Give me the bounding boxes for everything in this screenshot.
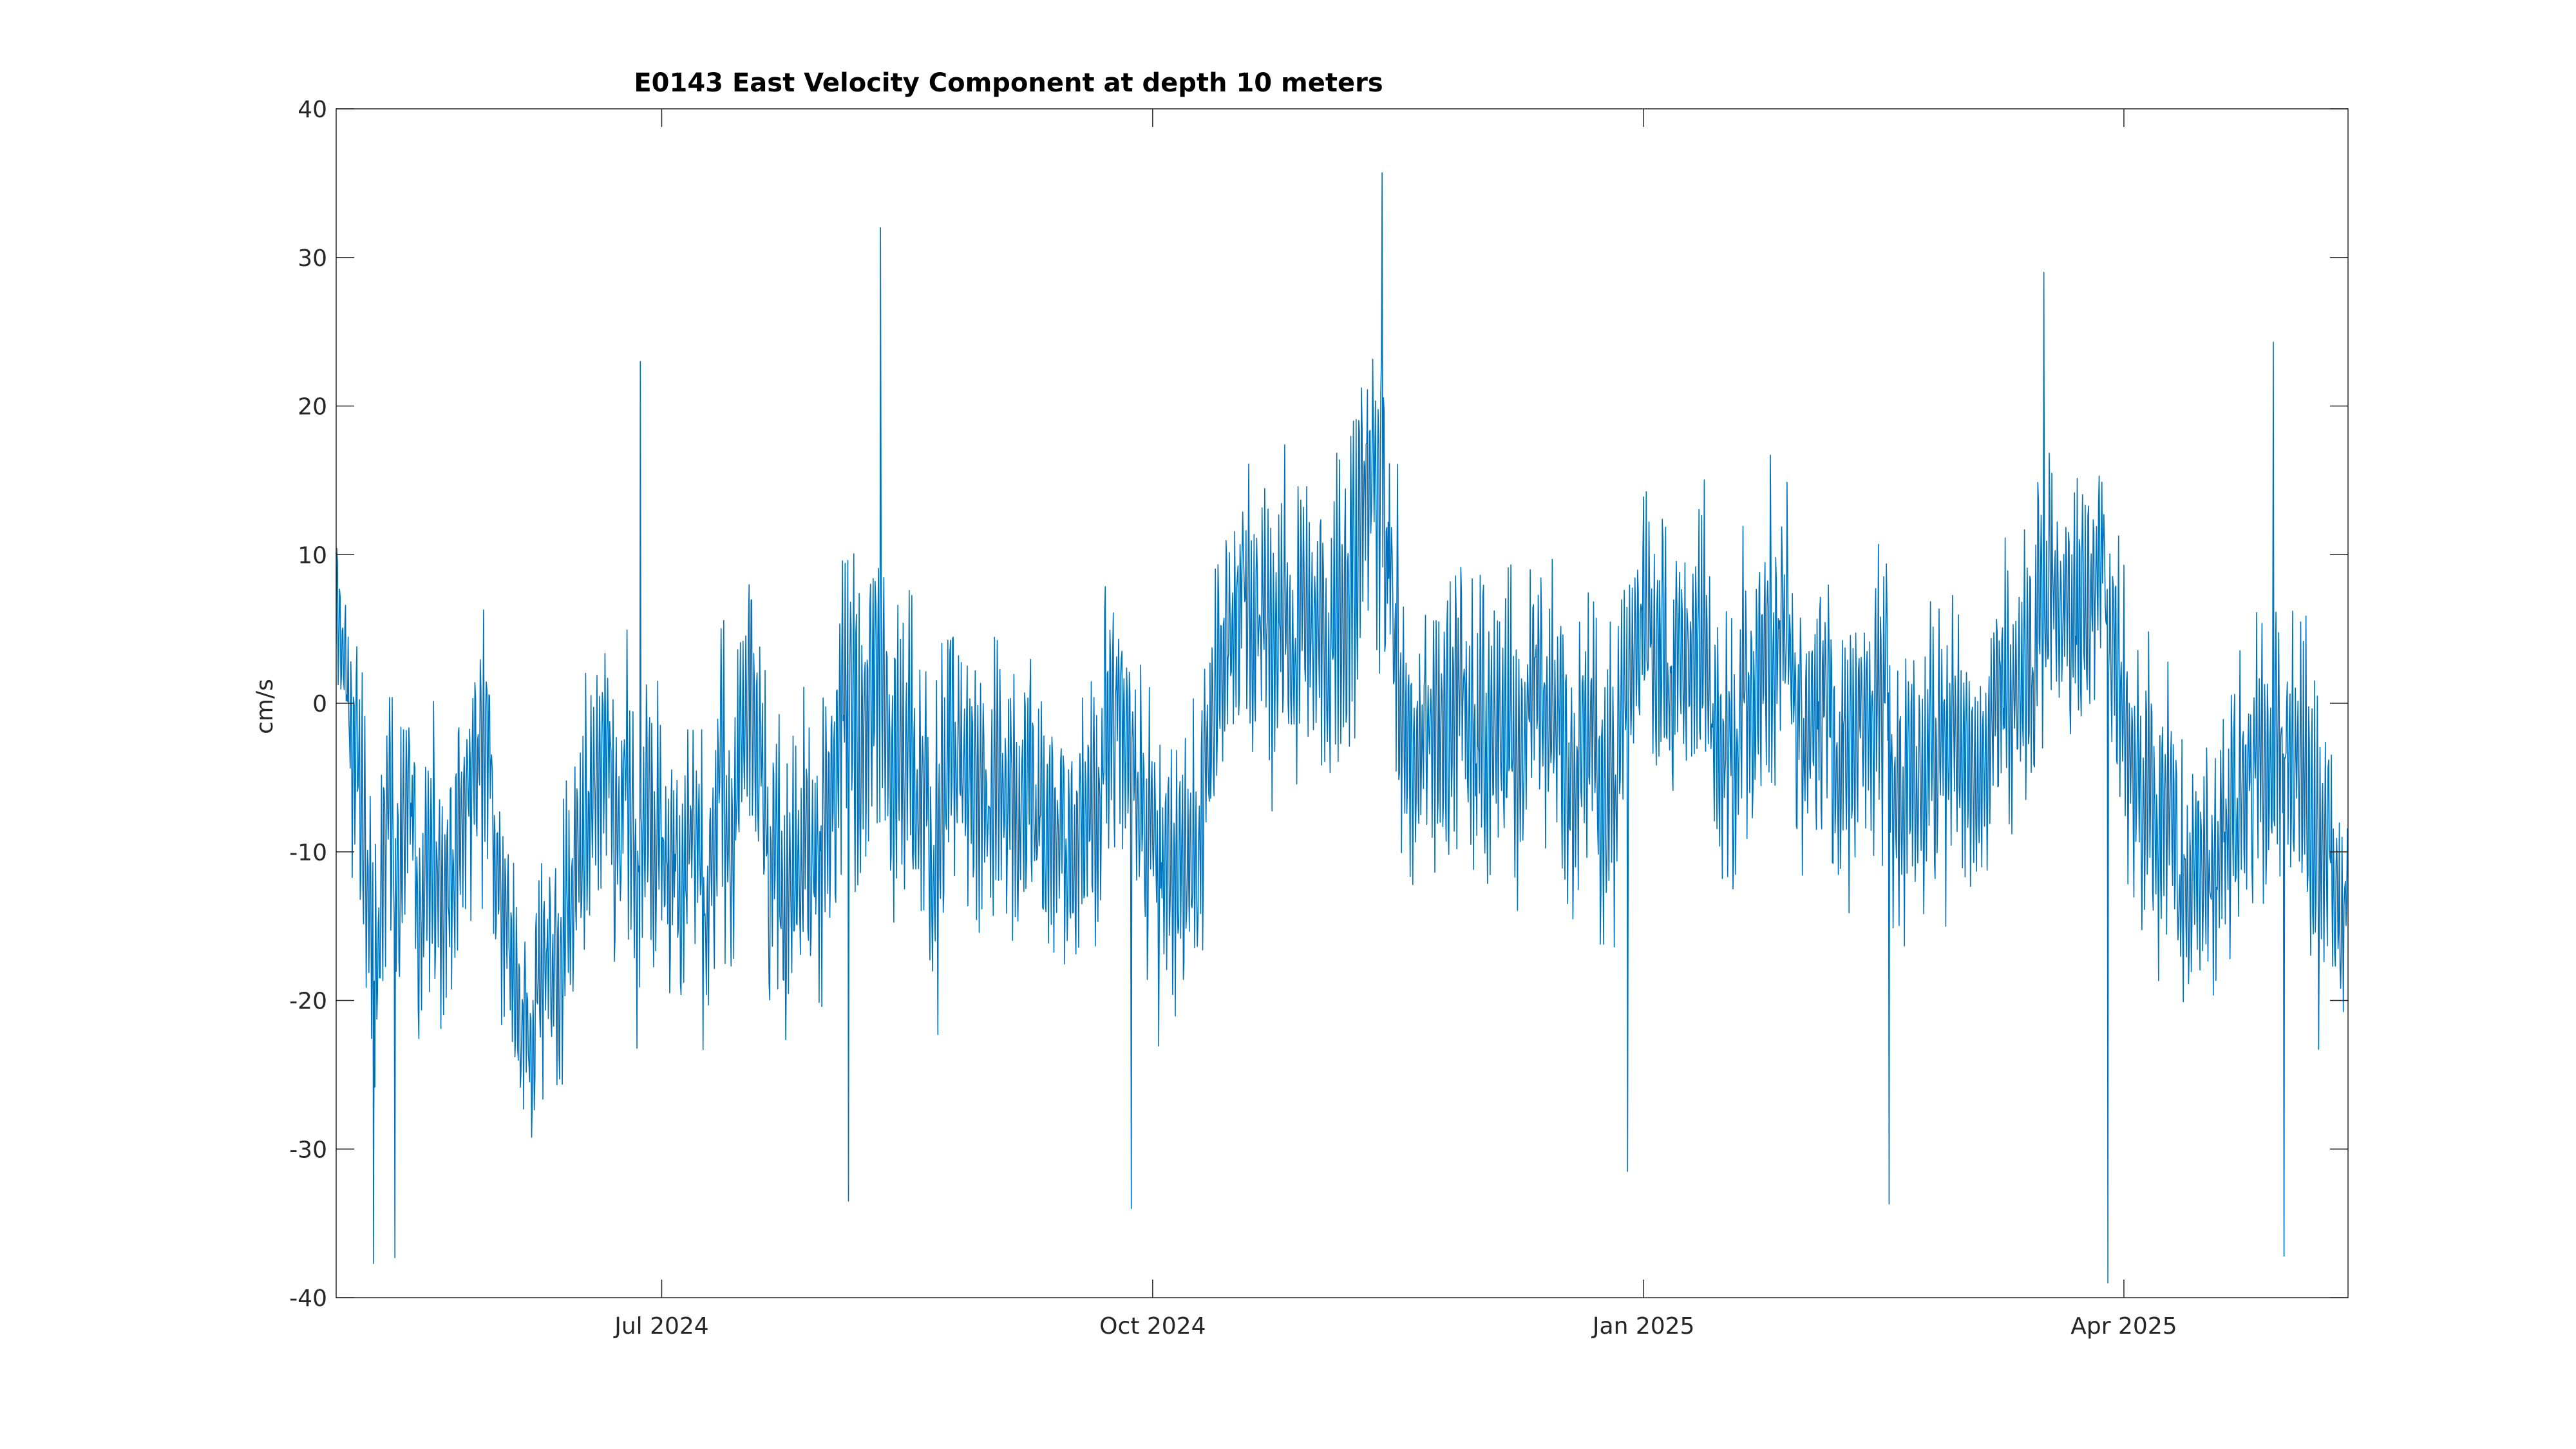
series-line	[336, 172, 2348, 1283]
y-tick-label: -20	[289, 989, 327, 1015]
chart-title: E0143 East Velocity Component at depth 1…	[634, 68, 1383, 98]
y-tick-label: 40	[298, 97, 327, 123]
x-tick-label: Jan 2025	[1591, 1313, 1695, 1340]
x-tick-label: Apr 2025	[2070, 1313, 2177, 1340]
y-tick-label: -10	[289, 840, 327, 866]
y-tick-label: -30	[289, 1137, 327, 1163]
series-group	[336, 172, 2348, 1283]
x-tick-label: Jul 2024	[613, 1313, 709, 1340]
y-tick-label: 20	[298, 394, 327, 421]
x-ticks: Jul 2024 Oct 2024 Jan 2025 Apr 2025	[613, 109, 2177, 1340]
y-tick-label: 10	[298, 542, 327, 569]
y-axis-label: cm/s	[252, 679, 278, 734]
y-tick-label: 30	[298, 245, 327, 272]
x-tick-label: Oct 2024	[1099, 1313, 1206, 1340]
y-tick-label: 0	[312, 691, 327, 717]
y-tick-label: -40	[289, 1285, 327, 1312]
y-ticks: 40 30 20 10 0 -10 -20 -30 -40	[289, 97, 2348, 1312]
